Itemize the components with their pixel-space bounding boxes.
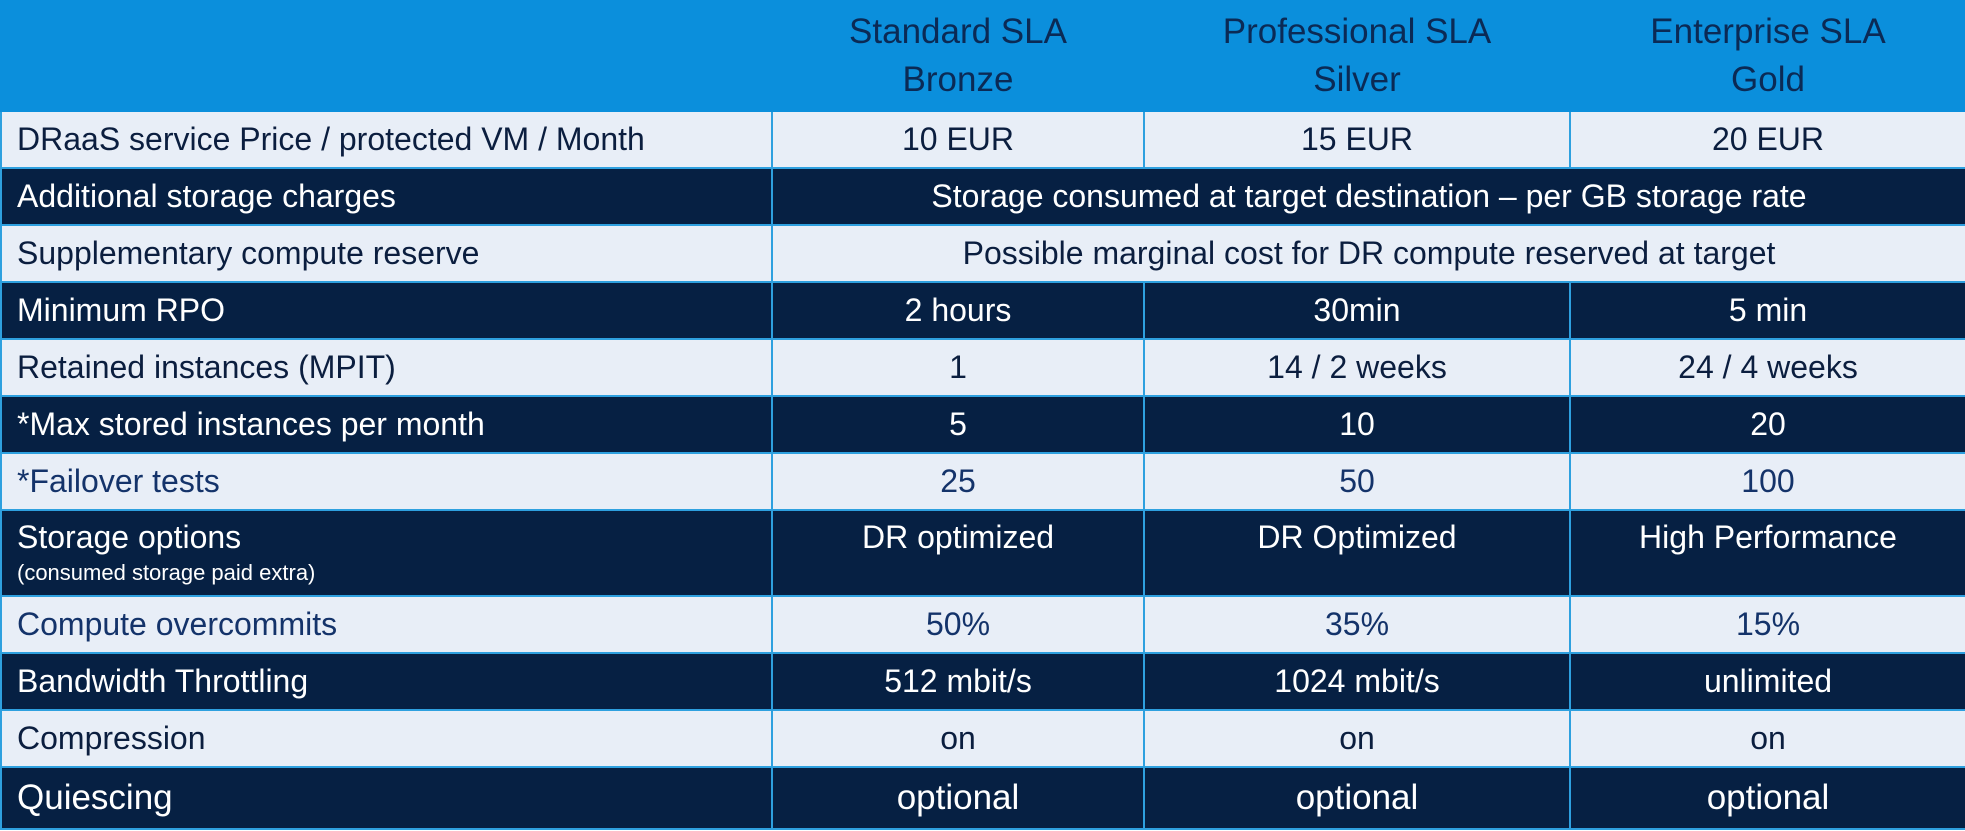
header-blank-cell xyxy=(0,0,773,112)
row-value: 2 hours xyxy=(771,281,1145,340)
row-value: 10 EUR xyxy=(771,110,1145,169)
header-tier-gold: Enterprise SLA Gold xyxy=(1569,0,1965,112)
tier-level: Gold xyxy=(1731,60,1805,99)
row-value: 1 xyxy=(771,338,1145,397)
table-row: Compute overcommits 50% 35% 15% xyxy=(0,595,1965,654)
table-row: Supplementary compute reserve Possible m… xyxy=(0,224,1965,283)
row-value: 512 mbit/s xyxy=(771,652,1145,711)
row-merged-value: Storage consumed at target destination –… xyxy=(771,167,1965,226)
row-label: Storage options xyxy=(17,519,242,555)
row-value: DR Optimized xyxy=(1143,509,1571,597)
row-label: Additional storage charges xyxy=(0,167,773,226)
row-value: optional xyxy=(1569,766,1965,830)
tier-level: Bronze xyxy=(902,60,1014,99)
row-value: 5 min xyxy=(1569,281,1965,340)
row-value: 35% xyxy=(1143,595,1571,654)
row-value: optional xyxy=(1143,766,1571,830)
table-row: Storage options (consumed storage paid ex… xyxy=(0,509,1965,597)
row-label: Retained instances (MPIT) xyxy=(0,338,773,397)
row-value: 1024 mbit/s xyxy=(1143,652,1571,711)
row-merged-value: Possible marginal cost for DR compute re… xyxy=(771,224,1965,283)
row-label: *Max stored instances per month xyxy=(0,395,773,454)
row-label: Supplementary compute reserve xyxy=(0,224,773,283)
row-label: DRaaS service Price / protected VM / Mon… xyxy=(0,110,773,169)
row-value: 10 xyxy=(1143,395,1571,454)
row-value: 20 EUR xyxy=(1569,110,1965,169)
table-row: Additional storage charges Storage consu… xyxy=(0,167,1965,226)
table-row: Minimum RPO 2 hours 30min 5 min xyxy=(0,281,1965,340)
row-value: on xyxy=(771,709,1145,768)
row-label-cell: Storage options (consumed storage paid ex… xyxy=(0,509,773,597)
row-label: Compression xyxy=(0,709,773,768)
row-value: on xyxy=(1143,709,1571,768)
table-row: Bandwidth Throttling 512 mbit/s 1024 mbi… xyxy=(0,652,1965,711)
tier-name: Enterprise SLA xyxy=(1650,12,1886,51)
table-row: *Max stored instances per month 5 10 20 xyxy=(0,395,1965,454)
row-label: Minimum RPO xyxy=(0,281,773,340)
row-value: on xyxy=(1569,709,1965,768)
header-tier-bronze: Standard SLA Bronze xyxy=(771,0,1145,112)
row-label: Quiescing xyxy=(0,766,773,830)
row-value: 20 xyxy=(1569,395,1965,454)
row-label: Compute overcommits xyxy=(0,595,773,654)
tier-name: Standard SLA xyxy=(849,12,1067,51)
table-row: *Failover tests 25 50 100 xyxy=(0,452,1965,511)
row-value: 5 xyxy=(771,395,1145,454)
table-row: Compression on on on xyxy=(0,709,1965,768)
row-value: 14 / 2 weeks xyxy=(1143,338,1571,397)
row-value: 30min xyxy=(1143,281,1571,340)
table-row: Quiescing optional optional optional xyxy=(0,766,1965,830)
header-tier-silver: Professional SLA Silver xyxy=(1143,0,1571,112)
row-value: DR optimized xyxy=(771,509,1145,597)
table-row: DRaaS service Price / protected VM / Mon… xyxy=(0,110,1965,169)
header-row: Standard SLA Bronze Professional SLA Silve… xyxy=(0,0,1965,112)
row-value: 50 xyxy=(1143,452,1571,511)
row-value: 50% xyxy=(771,595,1145,654)
row-value: 100 xyxy=(1569,452,1965,511)
row-label: *Failover tests xyxy=(0,452,773,511)
row-label: Bandwidth Throttling xyxy=(0,652,773,711)
tier-level: Silver xyxy=(1313,60,1401,99)
row-value: 15 EUR xyxy=(1143,110,1571,169)
table-row: Retained instances (MPIT) 1 14 / 2 weeks… xyxy=(0,338,1965,397)
row-value: unlimited xyxy=(1569,652,1965,711)
row-value: 15% xyxy=(1569,595,1965,654)
row-sublabel: (consumed storage paid extra) xyxy=(17,560,316,585)
row-value: optional xyxy=(771,766,1145,830)
row-value: High Performance xyxy=(1569,509,1965,597)
row-value: 24 / 4 weeks xyxy=(1569,338,1965,397)
row-value: 25 xyxy=(771,452,1145,511)
tier-name: Professional SLA xyxy=(1222,12,1492,51)
